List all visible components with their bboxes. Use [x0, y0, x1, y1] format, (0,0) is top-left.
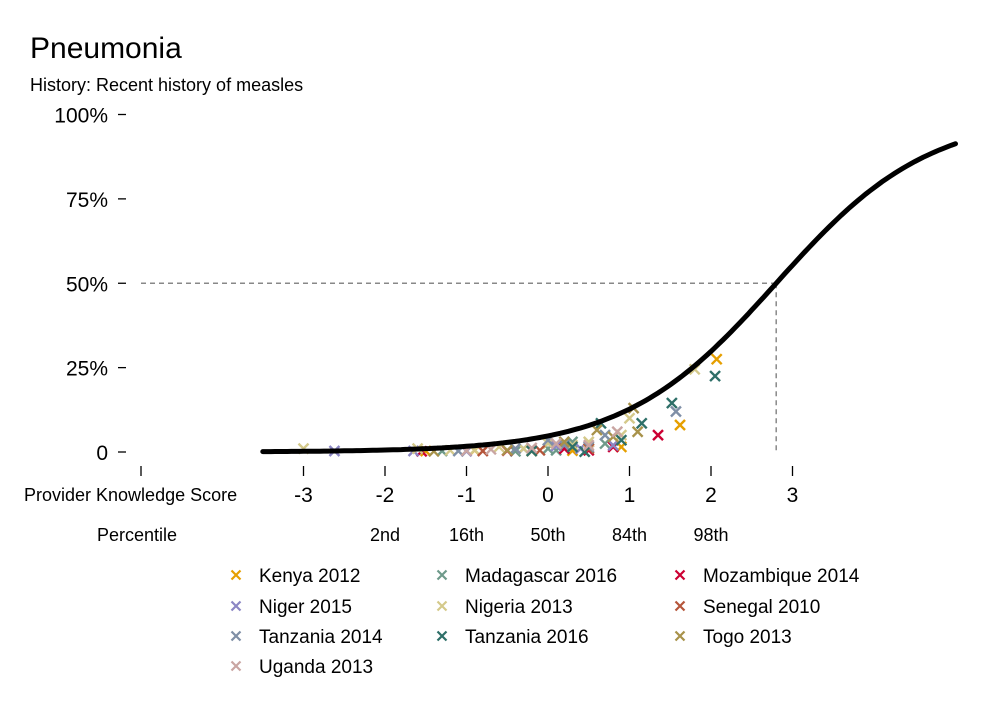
data-point: [525, 442, 538, 454]
legend-marker: [230, 569, 242, 581]
percentile-tick-label: 50th: [530, 525, 565, 545]
data-point: [635, 417, 648, 430]
data-point: [631, 425, 644, 438]
percentile-tick-label: 84th: [612, 525, 647, 545]
legend-item: Nigeria 2013: [436, 597, 573, 618]
y-tick-label: 75%: [66, 189, 108, 212]
legend-marker: [674, 600, 686, 612]
legend-label: Madagascar 2016: [465, 566, 617, 587]
chart-title: Pneumonia: [30, 32, 182, 65]
y-axis: 0 25% 50% 75% 100%: [54, 105, 126, 465]
data-point: [709, 370, 721, 382]
data-point: [611, 425, 624, 438]
percentile-tick-label: 98th: [693, 525, 728, 545]
percentile-tick-label: 2nd: [370, 525, 400, 545]
legend-label: Senegal 2010: [703, 597, 820, 618]
legend-marker: [674, 569, 686, 581]
legend-marker: [436, 600, 448, 612]
x-tick-label: -1: [457, 484, 476, 507]
legend-item: Kenya 2012: [230, 566, 360, 587]
data-point: [607, 439, 620, 452]
fitted-curve: [260, 141, 958, 455]
legend-item: Uganda 2013: [230, 657, 373, 678]
legend-marker: [230, 630, 242, 642]
data-point: [501, 444, 514, 457]
y-tick-label: 100%: [54, 105, 108, 128]
legend-label: Nigeria 2013: [465, 597, 573, 618]
legend-label: Tanzania 2016: [465, 627, 589, 648]
x-tick-label: 2: [705, 484, 717, 507]
data-point: [674, 419, 686, 431]
x-tick-label: 0: [542, 484, 554, 507]
reference-lines: [141, 282, 777, 452]
percentile-tick-label: 16th: [449, 525, 484, 545]
data-point: [615, 434, 628, 447]
data-point: [710, 353, 723, 366]
legend-item: Madagascar 2016: [436, 566, 617, 587]
legend-label: Togo 2013: [703, 627, 792, 648]
x-tick-label: 3: [787, 484, 799, 507]
data-point: [666, 397, 678, 409]
legend-marker: [230, 660, 242, 672]
legend-marker: [230, 600, 242, 612]
x-axis: -3 -2 -1 0 1 2 3: [140, 466, 799, 507]
y-tick-label: 25%: [66, 358, 108, 381]
data-point: [623, 412, 636, 425]
y-tick-label: 0: [96, 442, 108, 465]
legend-marker: [674, 630, 686, 642]
y-tick-label: 50%: [66, 273, 108, 296]
x-axis-label: Provider Knowledge Score: [24, 485, 237, 505]
chart-subtitle: History: Recent history of measles: [30, 75, 303, 95]
legend-label: Niger 2015: [259, 597, 352, 618]
data-point: [652, 429, 664, 441]
data-point: [550, 437, 562, 450]
x-tick-label: -3: [294, 484, 313, 507]
x-tick-label: 1: [624, 484, 636, 507]
legend-item: Togo 2013: [674, 627, 792, 648]
data-point: [591, 424, 603, 436]
legend-item: Niger 2015: [230, 597, 352, 618]
legend-label: Tanzania 2014: [259, 627, 383, 648]
legend-label: Mozambique 2014: [703, 566, 860, 587]
legend-marker: [436, 569, 448, 581]
legend-label: Uganda 2013: [259, 657, 373, 678]
legend: Kenya 2012 Madagascar 2016 Mozambique 2014…: [230, 566, 860, 678]
data-point: [566, 441, 579, 453]
percentile-label: Percentile: [97, 525, 177, 545]
x-tick-label: -2: [376, 484, 395, 507]
legend-marker: [436, 630, 448, 642]
data-point: [582, 439, 595, 452]
legend-label: Kenya 2012: [259, 566, 360, 587]
legend-item: Senegal 2010: [674, 597, 820, 618]
data-point: [525, 445, 538, 457]
data-point: [578, 445, 591, 458]
legend-item: Tanzania 2016: [436, 627, 589, 648]
data-point: [670, 405, 682, 418]
legend-item: Tanzania 2014: [230, 627, 383, 648]
legend-item: Mozambique 2014: [674, 566, 860, 587]
percentile-axis: 2nd 16th 50th 84th 98th: [370, 525, 729, 545]
